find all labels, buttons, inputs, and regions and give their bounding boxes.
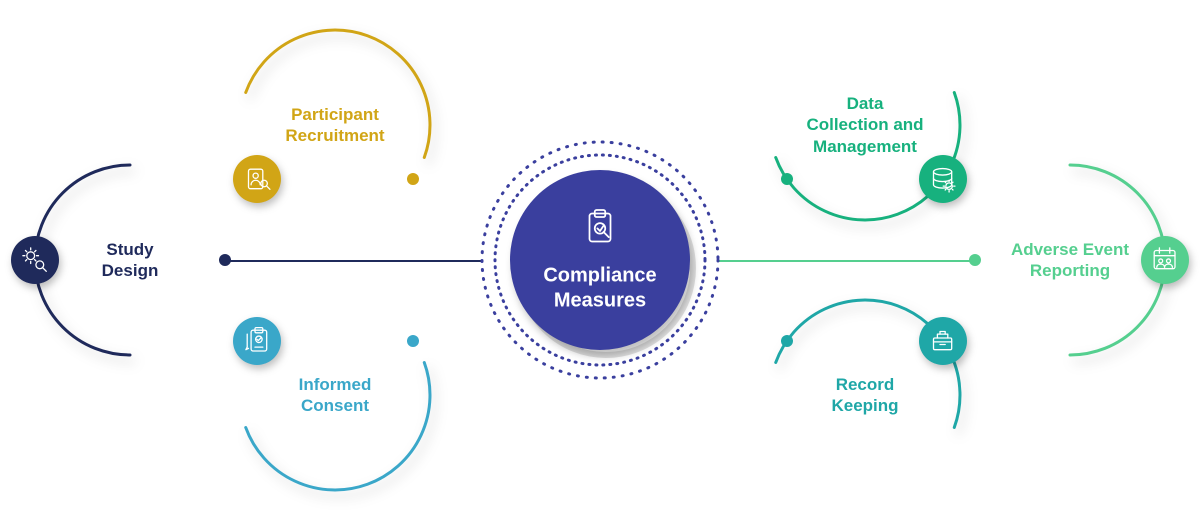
node-label-line: Management	[785, 136, 945, 157]
node-label-line: Reporting	[990, 260, 1150, 281]
archive-box-icon	[919, 317, 967, 365]
connector-dot	[969, 254, 981, 266]
connector-dot	[219, 254, 231, 266]
node-label: Adverse EventReporting	[990, 239, 1150, 282]
center-disc: Compliance Measures	[510, 170, 690, 350]
node-label: StudyDesign	[50, 239, 210, 282]
node-label-line: Recruitment	[255, 125, 415, 146]
connector-dot	[407, 173, 419, 185]
node-label-line: Participant	[255, 104, 415, 125]
connector-line	[225, 260, 482, 262]
node-label: RecordKeeping	[785, 374, 945, 417]
connector-dot	[781, 335, 793, 347]
node-label-line: Study	[50, 239, 210, 260]
clipboard-search-icon	[515, 207, 685, 256]
calendar-people-icon	[1141, 236, 1189, 284]
node-label-line: Design	[50, 260, 210, 281]
center-label-line2: Measures	[515, 289, 685, 314]
connector-dot	[407, 335, 419, 347]
node-label: DataCollection andManagement	[785, 93, 945, 157]
node-label-line: Keeping	[785, 395, 945, 416]
node-label-line: Informed	[255, 374, 415, 395]
connector-dot	[781, 173, 793, 185]
node-label-line: Collection and	[785, 114, 945, 135]
database-gear-icon	[919, 155, 967, 203]
node-label: ParticipantRecruitment	[255, 104, 415, 147]
node-label-line: Data	[785, 93, 945, 114]
node-label-line: Consent	[255, 395, 415, 416]
node-label-line: Record	[785, 374, 945, 395]
center-label-line1: Compliance	[515, 264, 685, 289]
connector-line	[718, 260, 975, 262]
person-search-icon	[233, 155, 281, 203]
node-label-line: Adverse Event	[990, 239, 1150, 260]
diagram-root: { "canvas": { "width": 1200, "height": 5…	[0, 0, 1200, 519]
clipboard-pen-icon	[233, 317, 281, 365]
center-label: Compliance Measures	[515, 207, 685, 314]
gears-magnify-icon	[11, 236, 59, 284]
node-label: InformedConsent	[255, 374, 415, 417]
